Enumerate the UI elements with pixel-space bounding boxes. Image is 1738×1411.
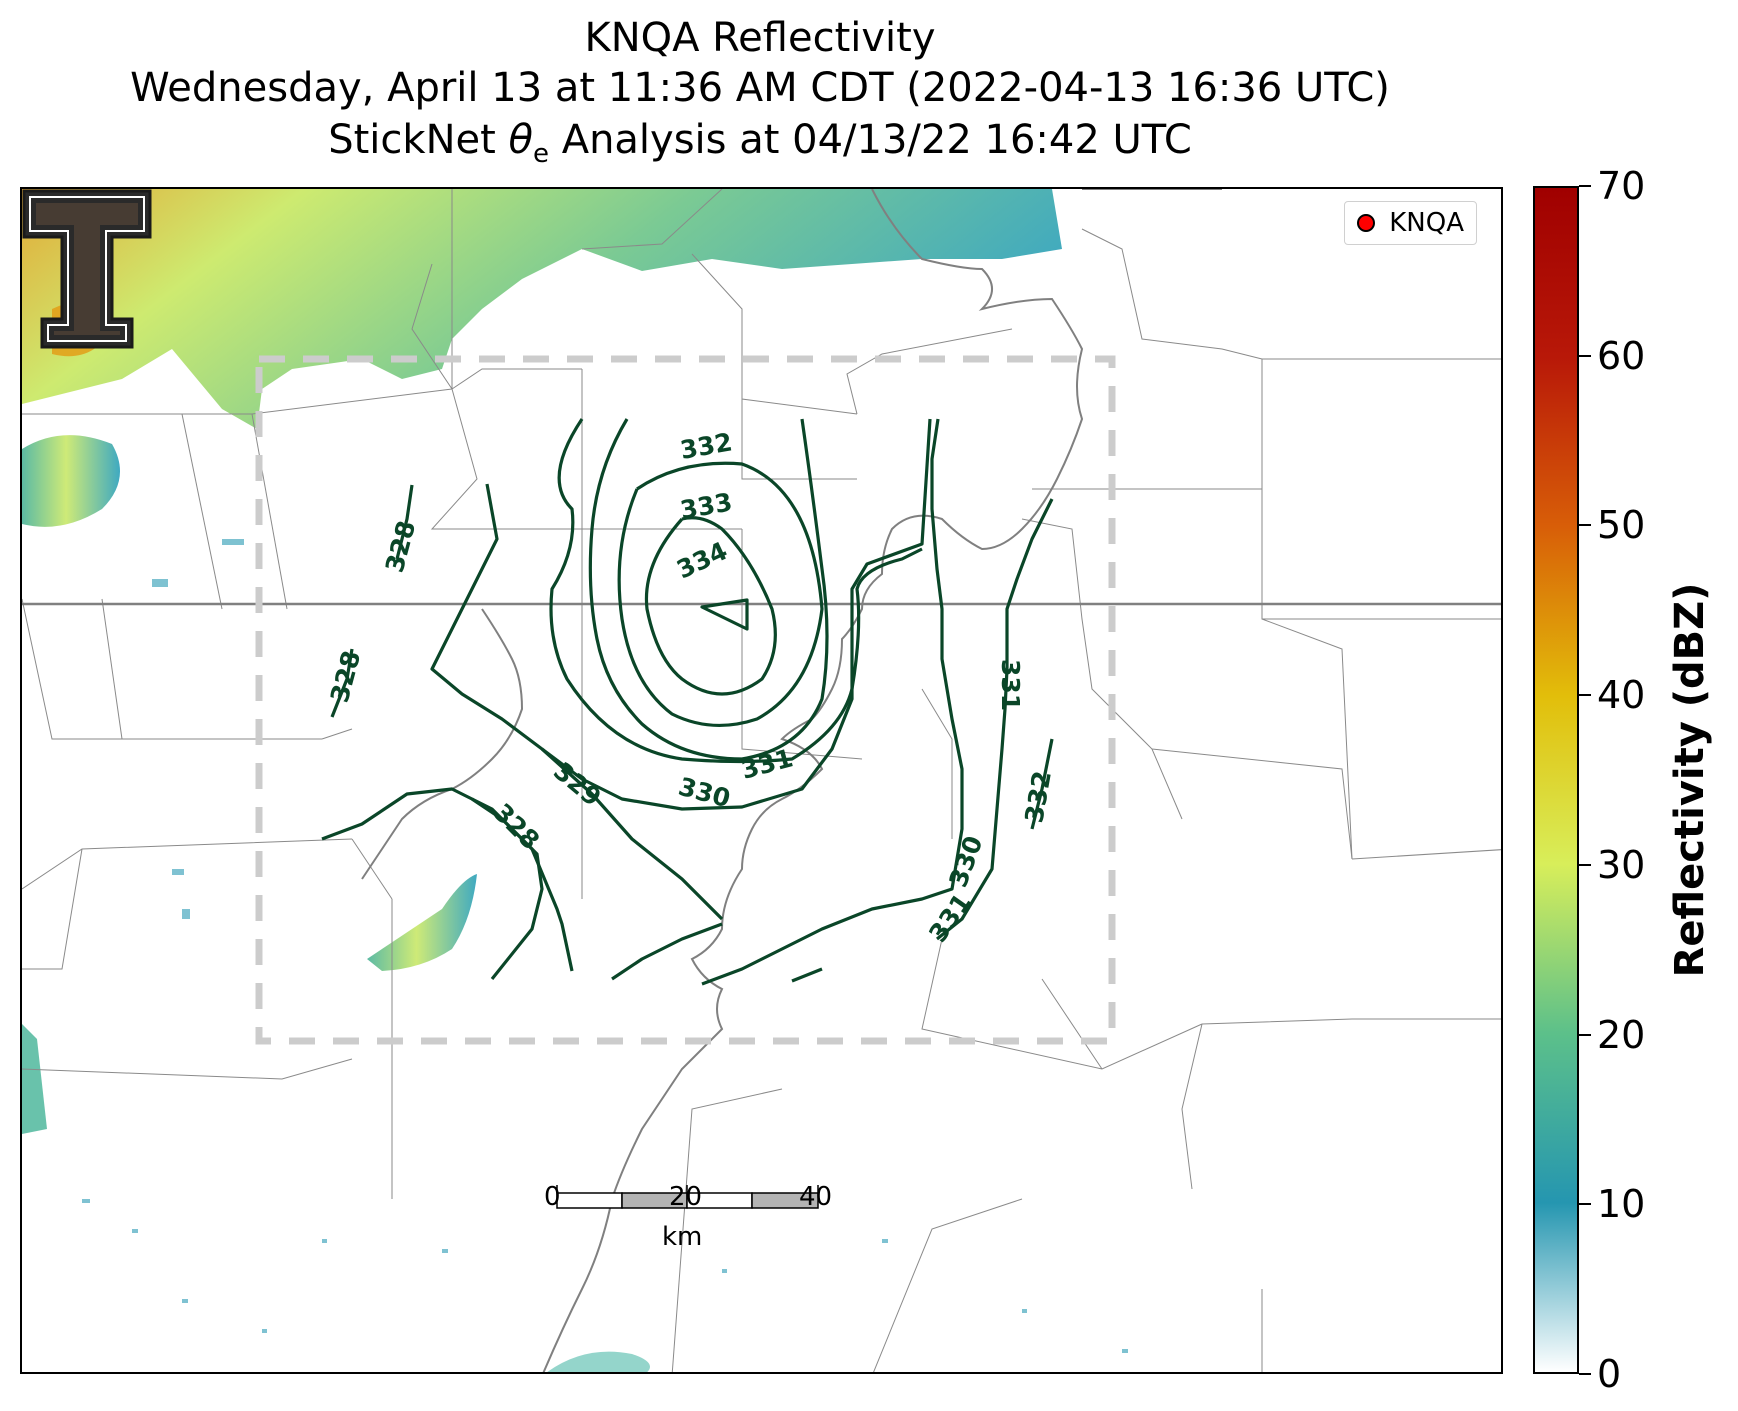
contour-label: 334 <box>672 536 732 584</box>
contour-328-west-bottom <box>330 648 354 718</box>
scale-label-40: 40 <box>799 1182 833 1212</box>
analysis-domain-box <box>255 355 1116 1045</box>
contour-334 <box>700 598 749 631</box>
colorbar-tick <box>1579 1373 1591 1375</box>
contour-329-lower <box>540 747 724 921</box>
contour-329 <box>321 787 574 972</box>
map-canvas: 332 333 334 328 328 329 328 330 331 331 … <box>22 189 1501 1372</box>
echo-edge-southwest <box>22 1024 47 1134</box>
scale-label-0: 0 <box>544 1182 561 1212</box>
colorbar-tick <box>1579 524 1591 527</box>
colorbar-tick-label: 30 <box>1597 842 1646 887</box>
echo-band-north <box>22 189 1062 429</box>
chart-subtitle-analysis: StickNet θe Analysis at 04/13/22 16:42 U… <box>0 118 1520 176</box>
contour-label: 328 <box>380 518 422 576</box>
legend-label: KNQA <box>1389 208 1464 238</box>
theta-symbol: θ <box>508 117 533 163</box>
colorbar-tick-label: 50 <box>1597 503 1646 548</box>
reflectivity-colorbar <box>1533 186 1579 1374</box>
colorbar-tick <box>1579 694 1591 697</box>
contour-332-upper <box>588 418 829 761</box>
contour-label: 329 <box>548 756 607 812</box>
scale-bar <box>556 1185 819 1209</box>
legend: KNQA <box>1344 201 1477 245</box>
analysis-suffix: Analysis at 04/13/22 16:42 UTC <box>548 117 1192 163</box>
contour-label: 328 <box>325 648 367 706</box>
contour-label: 333 <box>678 487 734 525</box>
contour-label: 331 <box>996 659 1025 711</box>
contour-330-main <box>430 418 932 811</box>
theta-e-contours <box>321 418 1054 986</box>
contour-328-sw <box>471 797 544 980</box>
contour-label: 332 <box>678 427 734 465</box>
colorbar-tick <box>1579 1203 1591 1206</box>
colorbar-tick <box>1579 863 1591 866</box>
scale-unit: km <box>662 1222 703 1252</box>
echo-blob-south <box>367 874 477 971</box>
radar-map: 332 333 334 328 328 329 328 330 331 331 … <box>20 187 1503 1374</box>
contour-331-lower <box>791 967 823 983</box>
contour-333 <box>644 516 777 696</box>
colorbar-tick <box>1579 354 1591 357</box>
echo-speckle-south <box>547 1351 650 1372</box>
contour-328-west-top <box>395 484 414 560</box>
contour-330-lower <box>611 922 723 981</box>
texas-tech-logo <box>22 189 152 349</box>
county-lines <box>22 189 1501 1372</box>
colorbar-tick-label: 10 <box>1597 1182 1646 1227</box>
chart-title: KNQA Reflectivity <box>584 15 936 61</box>
contour-332-east <box>1030 738 1054 830</box>
contour-label: 332 <box>1019 769 1057 825</box>
chart-subtitle-time: Wednesday, April 13 at 11:36 AM CDT (202… <box>130 65 1390 111</box>
theta-subscript: e <box>532 139 549 169</box>
colorbar-tick <box>1579 1033 1591 1036</box>
contour-331-main <box>549 418 923 764</box>
knqa-marker-icon <box>1357 214 1376 232</box>
echo-speckles <box>82 539 1128 1353</box>
colorbar-tick-label: 60 <box>1597 333 1646 378</box>
colorbar-tick-label: 70 <box>1597 164 1646 208</box>
contour-label: 330 <box>675 772 733 814</box>
scale-label-20: 20 <box>669 1182 703 1212</box>
colorbar-title: Reflectivity (dBZ) <box>1667 582 1713 978</box>
contour-label: 328 <box>488 798 545 855</box>
reflectivity-echoes <box>22 189 1128 1372</box>
contour-331-east <box>936 498 1054 941</box>
colorbar-tick-label: 20 <box>1597 1012 1646 1057</box>
colorbar-tick <box>1579 185 1591 187</box>
analysis-prefix: StickNet <box>328 117 509 163</box>
colorbar-tick-label: 40 <box>1597 673 1646 718</box>
contour-332-inner <box>617 461 824 727</box>
contour-330-east <box>701 418 964 986</box>
echo-blob-west <box>22 435 120 527</box>
colorbar-tick-label: 0 <box>1597 1352 1622 1396</box>
contour-label: 330 <box>943 832 988 891</box>
